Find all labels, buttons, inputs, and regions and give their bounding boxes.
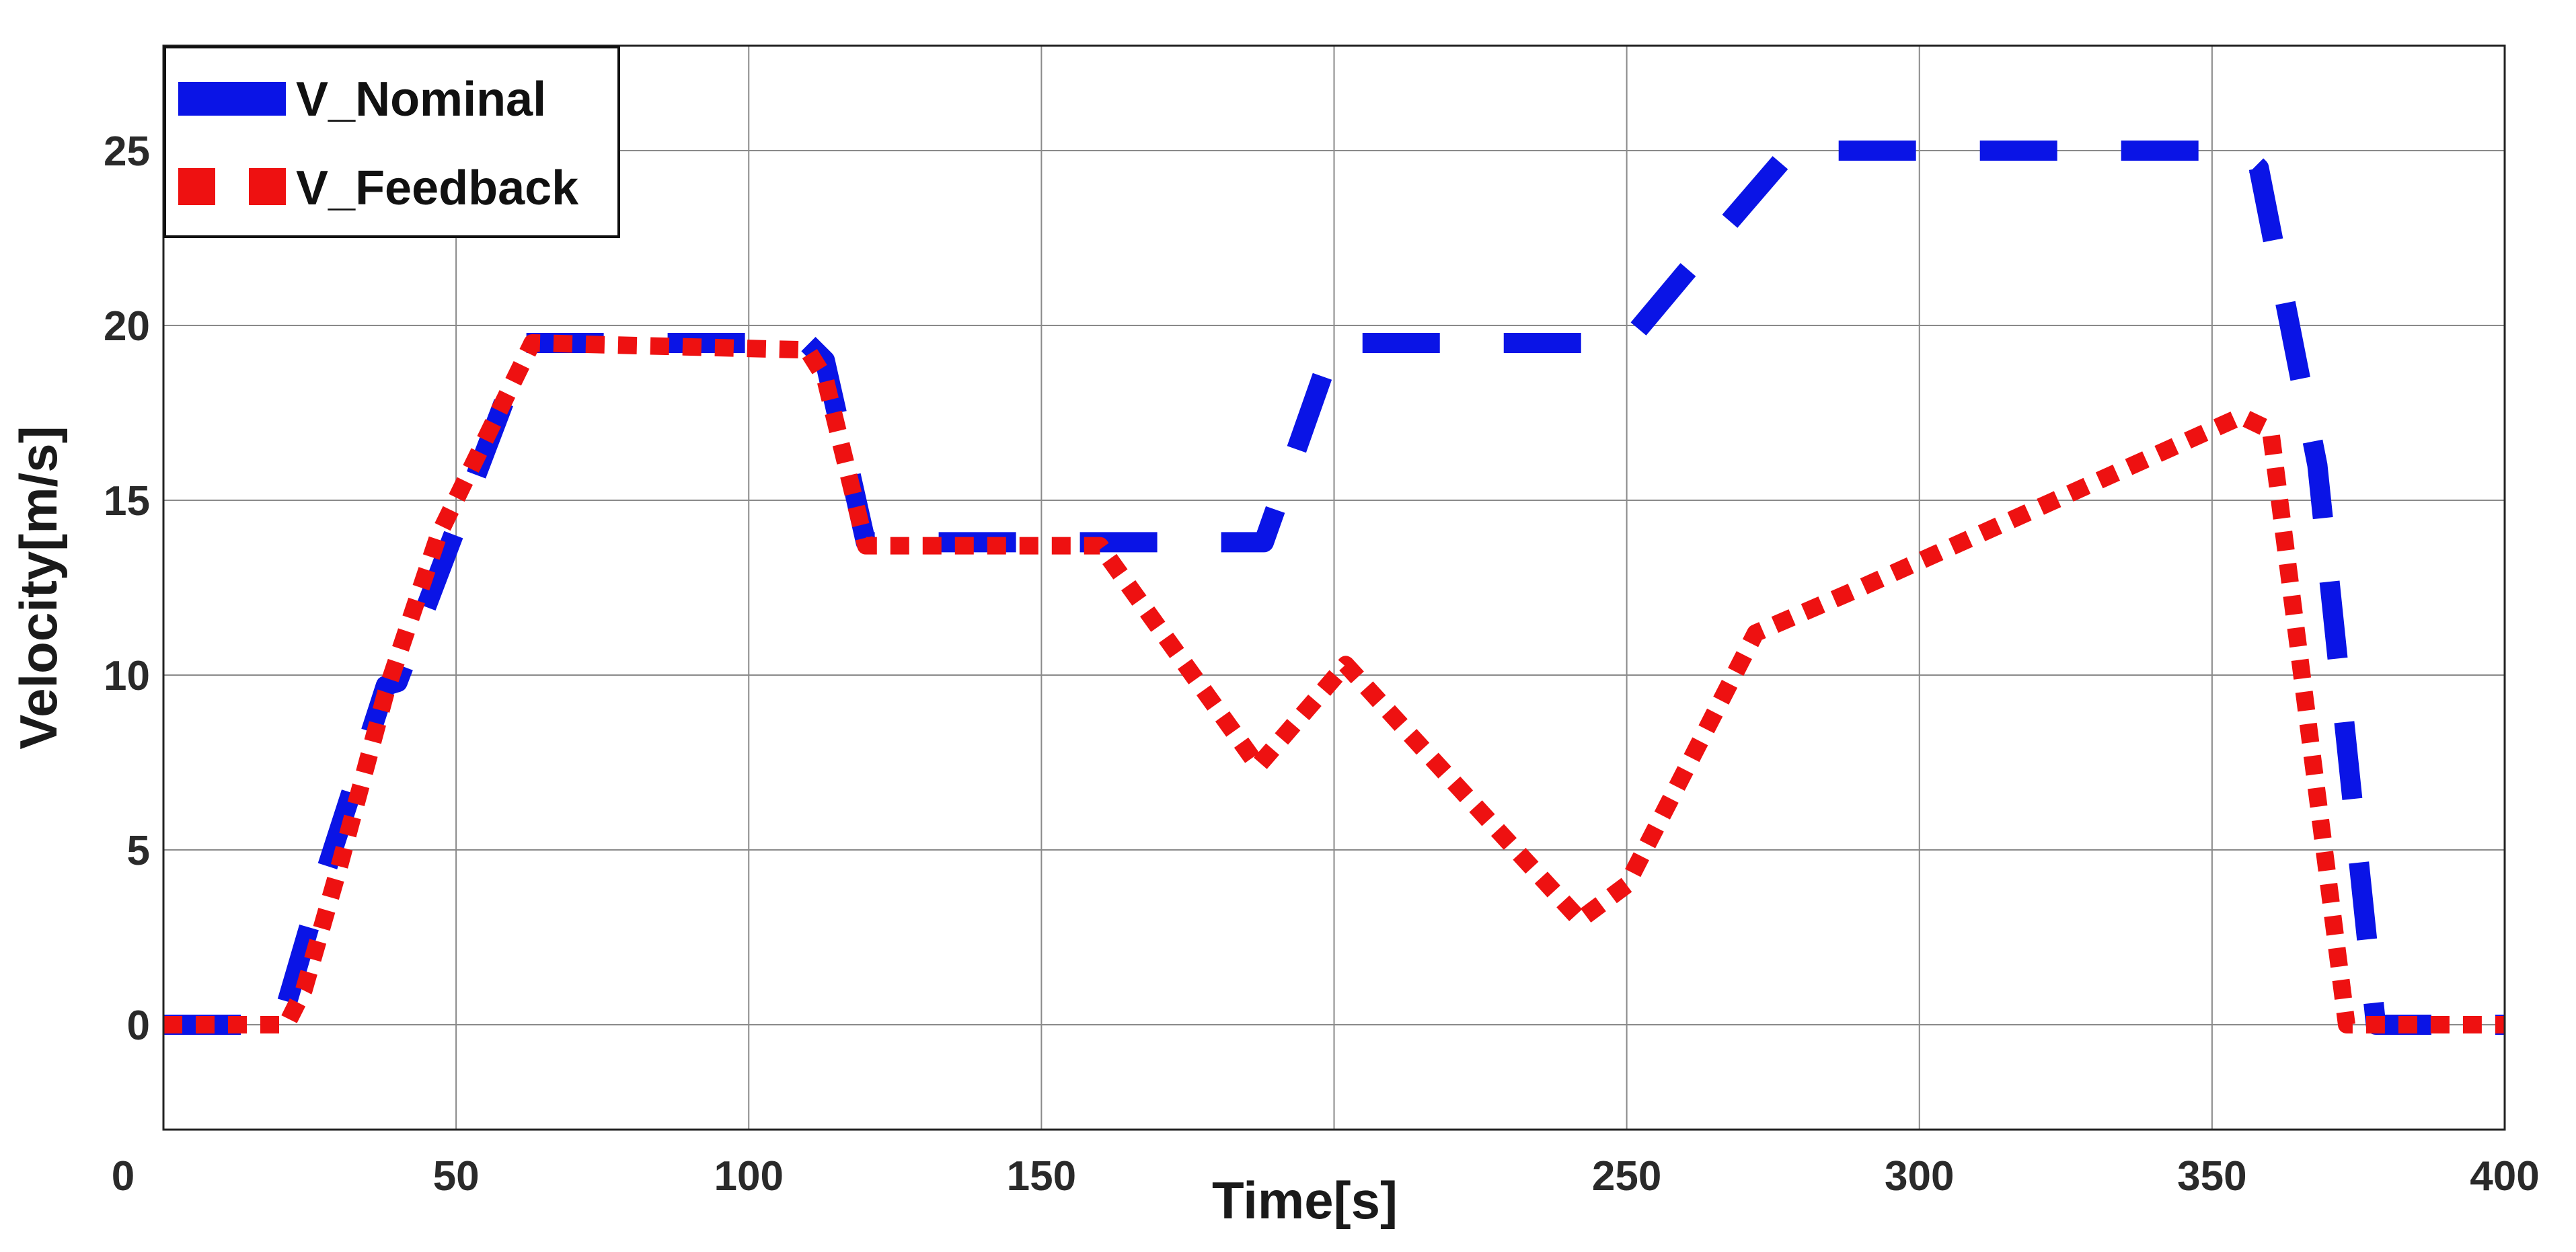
y-tick-labels: 0 5 10 15 20 25 — [104, 128, 150, 1049]
y-tick-label-1: 5 — [127, 828, 150, 874]
series-line-v-feedback — [163, 334, 2505, 1033]
x-tick-labels: 0 50 100 150 250 300 350 400 — [112, 1153, 2540, 1200]
legend-label-feedback: V_Feedback — [296, 161, 579, 215]
legend-label-nominal: V_Nominal — [296, 73, 546, 126]
y-tick-label-3: 15 — [104, 478, 150, 524]
x-tick-label-5: 250 — [1592, 1153, 1661, 1200]
x-tick-label-2: 100 — [714, 1153, 784, 1200]
y-tick-label-5: 25 — [104, 128, 150, 175]
y-tick-label-4: 20 — [104, 303, 150, 350]
y-tick-label-2: 10 — [104, 653, 150, 699]
series-layer — [163, 141, 2505, 1035]
x-axis-title: Time[s] — [1212, 1171, 1398, 1230]
legend: V_Nominal V_Feedback — [163, 46, 620, 238]
series-line-v-nominal — [163, 141, 2505, 1035]
x-tick-label-7: 350 — [2177, 1153, 2246, 1200]
legend-swatch-feedback-1 — [178, 168, 215, 205]
y-axis-title: Velocity[m/s] — [9, 426, 68, 749]
plot-frame — [162, 44, 2506, 1131]
y-tick-label-0: 0 — [127, 1003, 150, 1049]
x-tick-label-6: 300 — [1885, 1153, 1954, 1200]
legend-swatch-feedback-2 — [249, 168, 286, 205]
x-tick-label-3: 150 — [1007, 1153, 1076, 1200]
legend-swatch-nominal — [178, 82, 286, 116]
x-tick-label-1: 50 — [433, 1153, 480, 1200]
x-tick-label-8: 400 — [2470, 1153, 2539, 1200]
x-tick-label-0: 0 — [112, 1153, 135, 1200]
legend-box — [163, 46, 620, 238]
